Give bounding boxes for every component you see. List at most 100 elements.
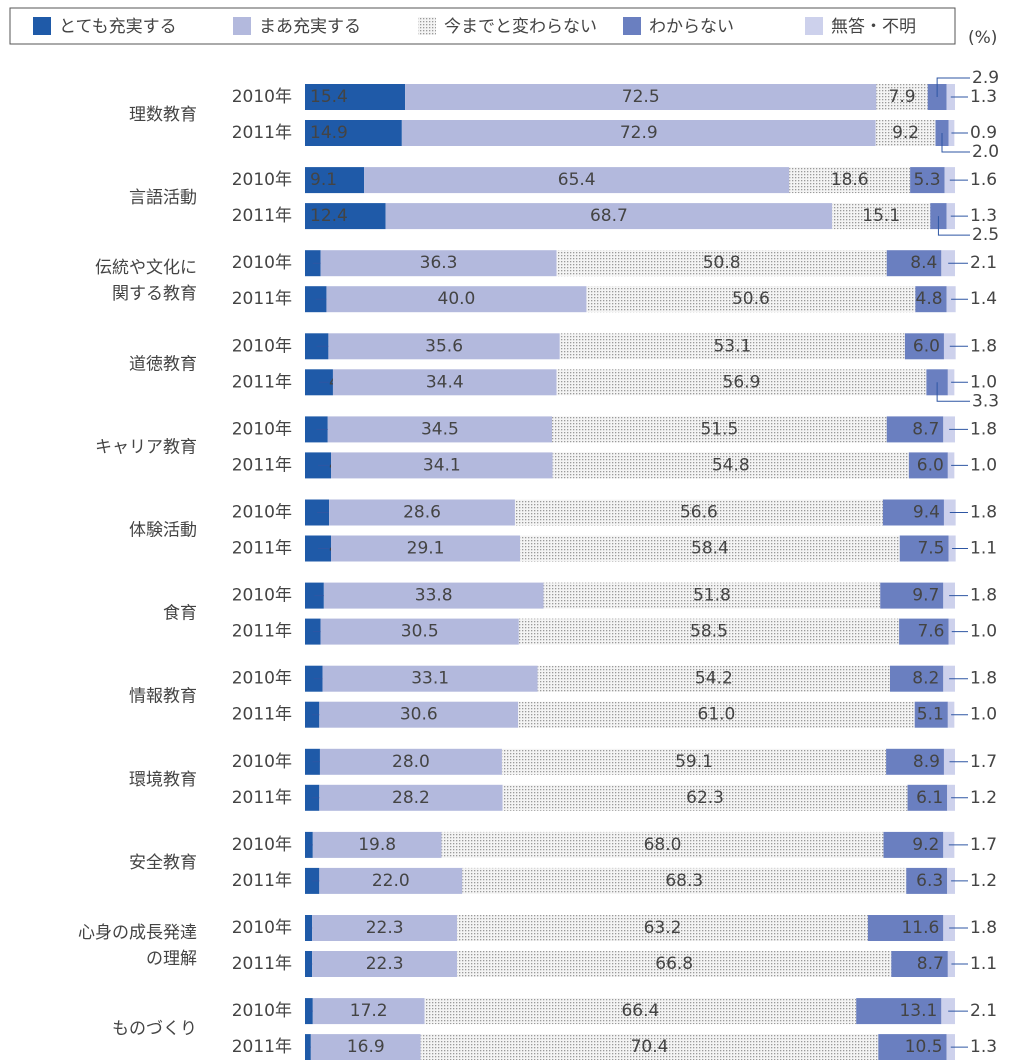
- value-label: 35.6: [425, 336, 463, 356]
- year-label: 2011年: [232, 289, 292, 309]
- value-label: 62.3: [686, 788, 724, 808]
- bar-segment: [832, 203, 931, 230]
- value-label: 1.8: [970, 336, 997, 356]
- value-label: 1.3: [970, 1037, 997, 1057]
- bar-segment: [891, 951, 948, 977]
- bar-segment: [326, 286, 587, 313]
- group-label: 言語活動: [129, 188, 197, 208]
- value-label: 72.5: [622, 87, 660, 107]
- value-label: 9.4: [913, 503, 940, 523]
- bar-segment: [441, 831, 884, 858]
- year-label: 2011年: [232, 954, 292, 974]
- legend-swatch: [33, 17, 51, 35]
- value-label: 4.8: [916, 289, 943, 309]
- bar-segment: [552, 452, 909, 479]
- value-label: 12.4: [310, 206, 348, 226]
- value-label: 56.9: [723, 372, 761, 392]
- legend-label: 無答・不明: [831, 17, 916, 37]
- value-label: 6.0: [917, 455, 944, 475]
- unit-label: (%): [968, 28, 997, 48]
- bar-segment: [502, 784, 908, 811]
- bar-segment: [518, 701, 915, 728]
- leader-line: [936, 382, 970, 402]
- value-label: 1.8: [970, 918, 997, 938]
- value-label: 18.6: [831, 170, 869, 190]
- value-label: 68.7: [590, 206, 628, 226]
- value-label: 11.6: [901, 918, 939, 938]
- year-label: 2010年: [232, 1001, 292, 1021]
- value-label: 14.9: [310, 123, 348, 143]
- bar-segment: [319, 748, 502, 775]
- group-label: 安全教育: [129, 853, 197, 873]
- bar-segment: [332, 369, 557, 396]
- bar-segment: [520, 535, 900, 562]
- value-label: 72.9: [620, 123, 658, 143]
- value-label: 34.4: [426, 372, 464, 392]
- value-label: 9.2: [912, 835, 939, 855]
- value-label: 17.2: [350, 1001, 388, 1021]
- bar-segment: [537, 665, 890, 692]
- legend-swatch: [418, 17, 436, 35]
- bar-segment: [789, 167, 911, 194]
- bar-segment: [899, 618, 949, 645]
- value-label: 1.8: [970, 503, 997, 523]
- value-label: 16.9: [347, 1037, 385, 1057]
- value-label: 34.1: [423, 455, 461, 475]
- value-label: 2.5: [972, 225, 999, 245]
- value-label: 2.9: [972, 68, 999, 88]
- value-label: 50.8: [703, 253, 741, 273]
- year-label: 2011年: [232, 206, 292, 226]
- year-label: 2010年: [232, 586, 292, 606]
- value-label: 1.8: [970, 586, 997, 606]
- legend-swatch: [233, 17, 251, 35]
- value-label: 54.8: [712, 455, 750, 475]
- bar-segment: [886, 748, 944, 775]
- value-label: 6.3: [916, 871, 943, 891]
- bar-segment: [323, 582, 544, 609]
- bar-segment: [305, 203, 386, 230]
- year-label: 2011年: [232, 123, 292, 143]
- value-label: 10.5: [905, 1037, 943, 1057]
- bar-segment: [875, 120, 936, 146]
- bar-segment: [559, 333, 905, 360]
- year-label: 2011年: [232, 455, 292, 475]
- bar-segment: [424, 998, 857, 1025]
- value-label: 8.7: [917, 954, 944, 974]
- bar-segment: [405, 84, 877, 110]
- year-label: 2010年: [232, 336, 292, 356]
- value-label: 28.0: [392, 752, 430, 772]
- year-label: 2010年: [232, 918, 292, 938]
- group-label: 情報教育: [129, 687, 197, 707]
- bar-segment: [518, 618, 900, 645]
- value-label: 5.3: [914, 170, 941, 190]
- group-label: 環境教育: [129, 770, 197, 790]
- bar-segment: [319, 784, 503, 811]
- bar-segment: [320, 250, 557, 277]
- value-label: 1.2: [970, 788, 997, 808]
- legend-swatch: [805, 17, 823, 35]
- bar-segment: [331, 535, 521, 562]
- bar-segment: [914, 701, 948, 728]
- bar-segment: [543, 582, 881, 609]
- bar-segment: [556, 369, 927, 396]
- bar-segment: [312, 915, 458, 941]
- value-label: 1.3: [970, 87, 997, 107]
- bar-segment: [556, 250, 887, 277]
- group-label: 道徳教育: [129, 354, 197, 374]
- value-label: 1.7: [970, 835, 997, 855]
- bar-segment: [319, 867, 463, 894]
- bar-segment: [319, 701, 519, 728]
- bar-segment: [385, 203, 833, 230]
- value-label: 1.7: [970, 752, 997, 772]
- bar-segment: [320, 618, 519, 645]
- value-label: 36.3: [420, 253, 458, 273]
- year-label: 2011年: [232, 372, 292, 392]
- value-label: 15.1: [862, 206, 900, 226]
- value-label: 22.0: [372, 871, 410, 891]
- value-label: 1.4: [970, 289, 997, 309]
- bar-segment: [514, 499, 883, 526]
- group-label: 関する教育: [112, 284, 197, 304]
- value-label: 66.8: [655, 954, 693, 974]
- group-label: ものづくり: [112, 1019, 197, 1039]
- value-label: 65.4: [558, 170, 596, 190]
